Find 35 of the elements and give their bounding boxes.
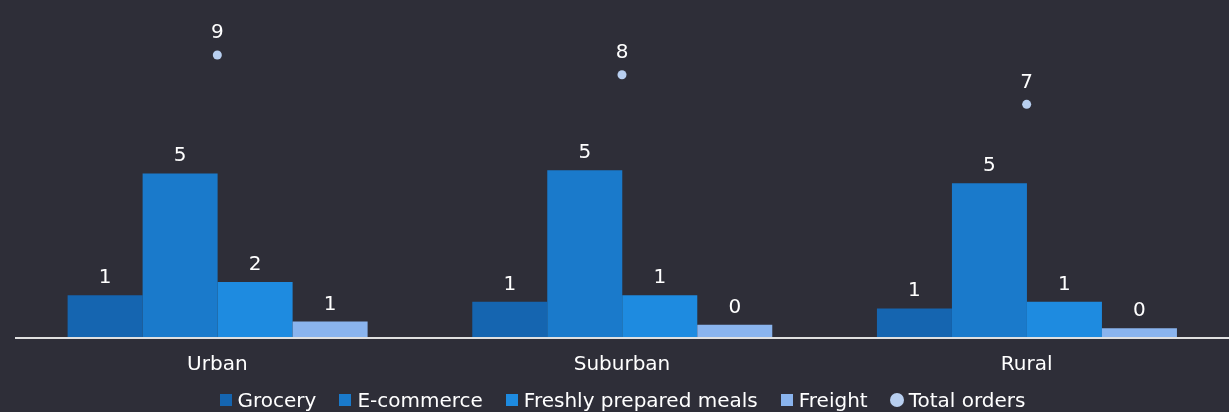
data-label: 1	[503, 270, 517, 295]
bar	[1026, 301, 1102, 338]
x-tick-label: Suburban	[573, 351, 671, 376]
legend-label: E-commerce	[356, 388, 483, 412]
data-label: 8	[615, 39, 629, 64]
bar	[67, 295, 143, 338]
data-label: 9	[210, 19, 224, 44]
legend-label: Freshly prepared meals	[522, 388, 758, 412]
bar	[1101, 328, 1177, 338]
bar	[697, 324, 773, 338]
legend-label: Freight	[797, 388, 868, 412]
legend-label: Total orders	[907, 388, 1026, 412]
data-label: 5	[173, 142, 187, 167]
legend-label: Grocery	[236, 388, 317, 412]
data-label: 1	[323, 290, 337, 315]
bar	[217, 282, 293, 338]
data-label: 7	[1020, 68, 1034, 93]
bar	[142, 173, 218, 338]
data-label: 0	[1133, 297, 1146, 322]
bar	[292, 321, 368, 338]
data-label: 1	[653, 264, 667, 289]
bar	[622, 295, 698, 338]
data-label: 1	[98, 264, 112, 289]
data-label: 5	[578, 139, 592, 164]
data-label: 5	[983, 152, 996, 177]
bar	[472, 301, 548, 338]
data-label: 0	[728, 293, 742, 318]
bar	[876, 308, 952, 338]
data-label: 2	[248, 251, 262, 276]
x-tick-label: Rural	[1000, 351, 1053, 376]
data-label: 1	[1058, 270, 1071, 295]
bar	[547, 170, 623, 338]
bar	[951, 183, 1027, 338]
data-label: 1	[908, 277, 921, 302]
x-tick-label: Urban	[187, 351, 248, 376]
